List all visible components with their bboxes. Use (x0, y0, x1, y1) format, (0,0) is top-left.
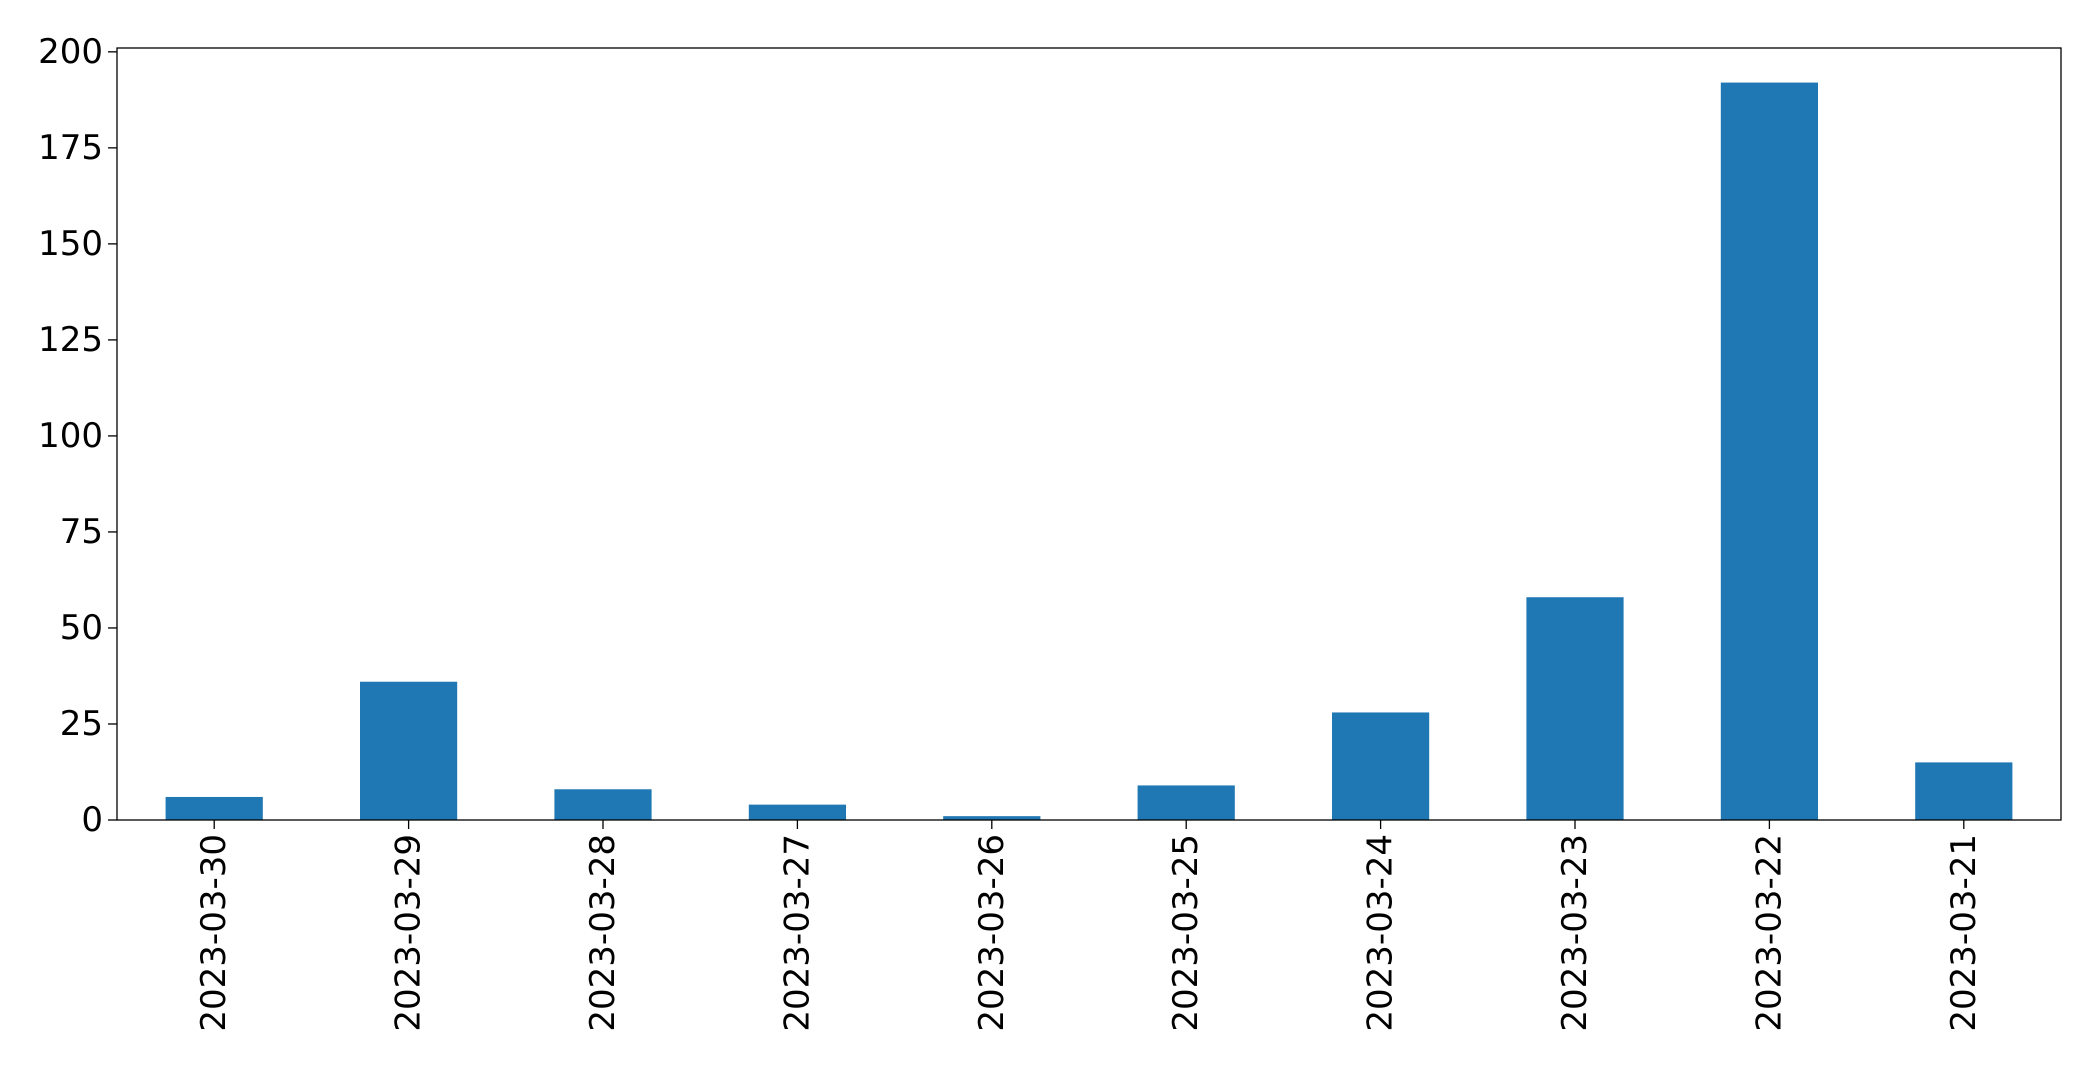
x-tick-label: 2023-03-23 (1555, 834, 1595, 1032)
bar-2023-03-30 (165, 796, 263, 820)
x-tick-label: 2023-03-24 (1361, 834, 1401, 1032)
y-tick-label: 175 (38, 128, 103, 168)
x-tick-label: 2023-03-30 (194, 834, 234, 1032)
y-tick-label: 25 (60, 704, 103, 744)
bars-group (165, 82, 2013, 821)
bar-2023-03-29 (360, 681, 458, 820)
y-tick-label: 125 (38, 320, 103, 360)
plot-frame (116, 47, 2062, 821)
y-axis: 0 25 50 75 100 125 150 175 200 (38, 32, 117, 840)
bar-2023-03-22 (1720, 82, 1818, 821)
x-tick-label: 2023-03-28 (583, 834, 623, 1032)
x-tick-label: 2023-03-22 (1749, 834, 1789, 1032)
y-tick-label: 75 (60, 512, 103, 552)
x-axis: 2023-03-30 2023-03-29 2023-03-28 2023-03-27… (194, 820, 1984, 1032)
bar-2023-03-24 (1332, 712, 1430, 820)
y-tick-label: 150 (38, 224, 103, 264)
x-tick-label: 2023-03-25 (1166, 834, 1206, 1032)
y-tick-label: 0 (81, 800, 103, 840)
bar-2023-03-25 (1137, 785, 1235, 820)
y-tick-label: 200 (38, 32, 103, 72)
bar-2023-03-23 (1526, 597, 1624, 820)
x-tick-label: 2023-03-29 (389, 834, 429, 1032)
bar-2023-03-26 (943, 816, 1041, 820)
x-tick-label: 2023-03-26 (972, 834, 1012, 1032)
x-tick-label: 2023-03-27 (777, 834, 817, 1032)
bar-2023-03-27 (748, 804, 846, 820)
y-tick-label: 100 (38, 416, 103, 456)
x-tick-label: 2023-03-21 (1944, 834, 1984, 1032)
y-tick-label: 50 (60, 608, 103, 648)
bar-2023-03-21 (1915, 762, 2013, 820)
bar-2023-03-28 (554, 789, 652, 820)
